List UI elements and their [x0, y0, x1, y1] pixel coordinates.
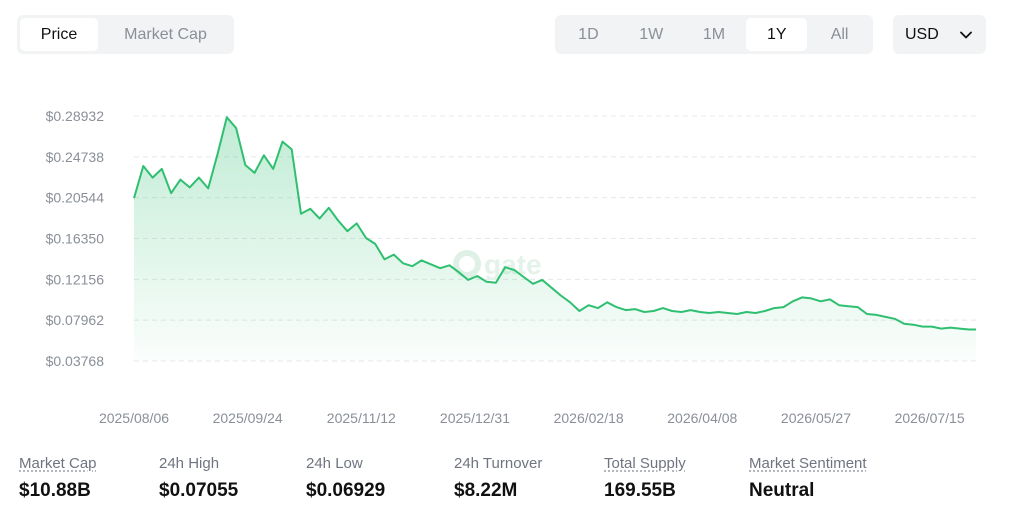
stat-value: $0.07055: [159, 480, 239, 501]
price-line: [133, 116, 976, 331]
tab-market-cap[interactable]: Market Cap: [124, 25, 207, 43]
tab-price[interactable]: Price: [20, 18, 98, 51]
range-all[interactable]: All: [830, 25, 849, 43]
y-tick-label: $0.24738: [46, 149, 105, 165]
y-tick-label: $0.03768: [46, 353, 105, 369]
stat-value: Neutral: [749, 480, 815, 501]
x-tick-label: 2026/05/27: [781, 410, 851, 426]
x-tick-label: 2025/11/12: [327, 410, 396, 426]
x-tick-label: 2025/08/06: [99, 410, 169, 426]
stat-value: 169.55B: [604, 480, 676, 501]
x-tick-label: 2026/04/08: [667, 410, 737, 426]
stat-label: 24h High: [159, 455, 220, 472]
x-tick-label: 2026/02/18: [554, 410, 624, 426]
x-tick-label: 2026/07/15: [895, 410, 965, 426]
stat-label[interactable]: Total Supply: [604, 455, 686, 472]
range-1w[interactable]: 1W: [639, 25, 664, 43]
stat-market-cap: Market Cap $10.88B: [19, 455, 97, 502]
currency-select[interactable]: USD: [893, 15, 986, 54]
stat-label: 24h Low: [306, 455, 363, 472]
stat-total-supply: Total Supply 169.55B: [604, 455, 686, 502]
stat-24h-high: 24h High $0.07055: [159, 455, 238, 502]
metric-toggle: Price Market Cap: [17, 15, 234, 54]
stat-value: $10.88B: [19, 480, 91, 501]
gate-watermark: gate: [453, 249, 542, 280]
stat-24h-turnover: 24h Turnover $8.22M: [454, 455, 542, 502]
range-1y[interactable]: 1Y: [746, 18, 808, 51]
stat-label: 24h Turnover: [454, 455, 543, 472]
price-area: [134, 117, 976, 361]
x-tick-label: 2025/12/31: [440, 410, 510, 426]
chevron-down-icon: [960, 31, 972, 39]
currency-value: USD: [905, 25, 939, 43]
price-chart[interactable]: gate $0.28932 $0.24738 $0.20544 $0.16350 $0.…: [0, 95, 1024, 440]
stats-bar: Market Cap $10.88B 24h High $0.07055 24h…: [0, 455, 1024, 515]
stat-market-sentiment: Market Sentiment Neutral: [749, 455, 867, 502]
stat-label[interactable]: Market Cap: [19, 455, 97, 472]
y-tick-label: $0.20544: [46, 190, 105, 206]
y-tick-label: $0.07962: [46, 312, 105, 328]
y-tick-label: $0.16350: [46, 231, 105, 247]
range-1m[interactable]: 1M: [702, 25, 726, 43]
stat-value: $0.06929: [306, 480, 386, 501]
range-toggle: 1D 1W 1M 1Y All: [555, 15, 873, 54]
stat-label[interactable]: Market Sentiment: [749, 455, 867, 472]
y-tick-label: $0.12156: [46, 271, 105, 287]
stat-24h-low: 24h Low $0.06929: [306, 455, 385, 502]
y-tick-label: $0.28932: [46, 108, 105, 124]
x-tick-label: 2025/09/24: [213, 410, 283, 426]
stat-value: $8.22M: [454, 480, 518, 501]
range-1d[interactable]: 1D: [578, 25, 599, 43]
